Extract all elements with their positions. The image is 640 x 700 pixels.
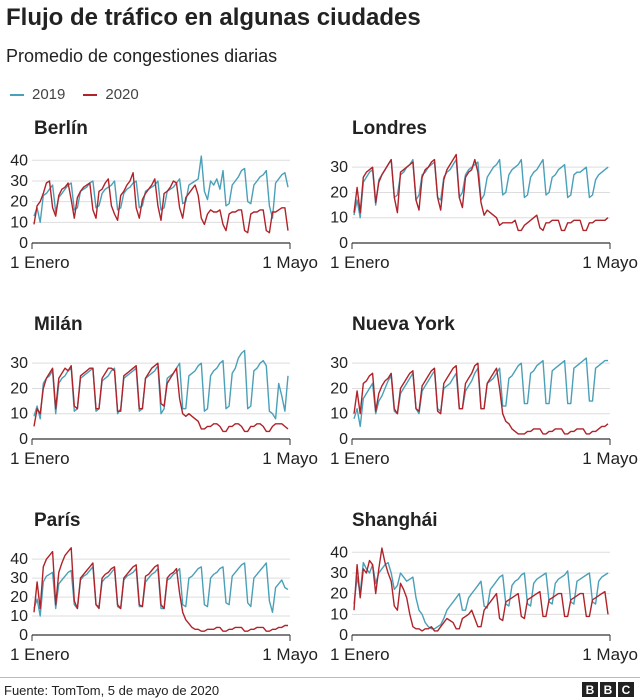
panel-title: Berlín	[34, 118, 88, 139]
logo-letter: B	[600, 682, 616, 697]
legend: 2019 2020	[10, 86, 157, 103]
panel-londres: Londres 0 10 20 30 1 Enero 1 Mayo	[320, 118, 640, 298]
panel-title: Nueva York	[352, 314, 455, 335]
footer-divider	[0, 677, 640, 678]
series-line-2019	[353, 357, 608, 428]
chart-plot: 0 10 20 30 40 1 Enero 1 Mayo	[10, 152, 318, 272]
y-tick-label: 40	[10, 551, 28, 568]
x-label-end: 1 Mayo	[262, 253, 318, 272]
x-label-end: 1 Mayo	[582, 645, 638, 664]
x-label-end: 1 Mayo	[582, 449, 638, 468]
series-line-2020	[33, 362, 289, 433]
legend-label-2020: 2020	[105, 86, 139, 103]
y-tick-label: 20	[330, 586, 348, 603]
y-tick-label: 0	[339, 431, 348, 448]
y-tick-label: 30	[10, 173, 28, 190]
series-line-2020	[33, 172, 289, 234]
x-label-start: 1 Enero	[330, 253, 390, 272]
y-tick-label: 0	[19, 431, 28, 448]
x-label-start: 1 Enero	[330, 645, 390, 664]
panel-milan: Milán 0 10 20 30 1 Enero 1 Mayo	[0, 314, 320, 494]
x-label-start: 1 Enero	[330, 449, 390, 468]
x-label-end: 1 Mayo	[262, 645, 318, 664]
series-line-2019	[33, 155, 289, 224]
panel-title: Shanghái	[352, 510, 438, 531]
legend-item-2020: 2020	[83, 86, 139, 103]
y-tick-label: 20	[330, 380, 348, 397]
logo-letter: C	[618, 682, 634, 697]
y-tick-label: 20	[10, 194, 28, 211]
x-label-end: 1 Mayo	[262, 449, 318, 468]
legend-item-2019: 2019	[10, 86, 65, 103]
legend-label-2019: 2019	[32, 86, 66, 103]
y-tick-label: 0	[19, 627, 28, 644]
chart-plot: 0 10 20 30 1 Enero 1 Mayo	[330, 355, 638, 468]
y-tick-label: 30	[330, 565, 348, 582]
chart-plot: 0 10 20 30 40 1 Enero 1 Mayo	[330, 544, 638, 664]
y-tick-label: 30	[10, 570, 28, 587]
y-tick-label: 0	[339, 235, 348, 252]
legend-swatch-2020	[83, 93, 98, 96]
series-line-2019	[353, 561, 609, 630]
y-tick-label: 30	[330, 159, 348, 176]
y-tick-label: 40	[10, 152, 28, 169]
chart-subtitle: Promedio de congestiones diarias	[6, 46, 278, 66]
panel-title: Londres	[352, 118, 427, 139]
y-tick-label: 10	[10, 608, 28, 625]
panel-title: París	[34, 510, 81, 531]
panel-title: Milán	[34, 314, 83, 335]
y-tick-label: 10	[10, 214, 28, 231]
series-line-2020	[33, 547, 288, 632]
y-tick-label: 10	[330, 210, 348, 227]
y-tick-label: 20	[10, 380, 28, 397]
x-label-start: 1 Enero	[10, 253, 70, 272]
series-line-2019	[33, 349, 289, 420]
y-tick-label: 20	[330, 184, 348, 201]
panel-paris: París 0 10 20 30 40 1 Enero 1 Mayo	[0, 510, 320, 690]
series-line-2020	[353, 547, 609, 632]
x-label-end: 1 Mayo	[582, 253, 638, 272]
chart-plot: 0 10 20 30 1 Enero 1 Mayo	[330, 153, 638, 272]
legend-swatch-2019	[10, 93, 24, 96]
series-line-2020	[353, 362, 609, 435]
y-tick-label: 10	[10, 406, 28, 423]
panel-berlin: Berlín 0 10 20 30 40 1 Enero 1 Mayo	[0, 118, 320, 298]
y-tick-label: 30	[10, 355, 28, 372]
y-tick-label: 0	[339, 627, 348, 644]
chart-plot: 0 10 20 30 40 1 Enero 1 Mayo	[10, 547, 318, 664]
chart-title: Flujo de tráfico en algunas ciudades	[6, 4, 421, 31]
y-tick-label: 0	[19, 235, 28, 252]
y-tick-label: 40	[330, 544, 348, 561]
chart-plot: 0 10 20 30 1 Enero 1 Mayo	[10, 349, 318, 468]
panel-nueva-york: Nueva York 0 10 20 30 1 Enero 1 Mayo	[320, 314, 640, 494]
y-tick-label: 30	[330, 355, 348, 372]
panel-shanghai: Shanghái 0 10 20 30 40 1 Enero 1 Mayo	[320, 510, 640, 690]
series-line-2020	[353, 153, 609, 232]
bbc-logo: B B C	[580, 682, 634, 697]
logo-letter: B	[582, 682, 598, 697]
source-note: Fuente: TomTom, 5 de mayo de 2020	[4, 683, 220, 698]
x-label-start: 1 Enero	[10, 645, 70, 664]
y-tick-label: 20	[10, 589, 28, 606]
y-tick-label: 10	[330, 406, 348, 423]
x-label-start: 1 Enero	[10, 449, 70, 468]
y-tick-label: 10	[330, 606, 348, 623]
